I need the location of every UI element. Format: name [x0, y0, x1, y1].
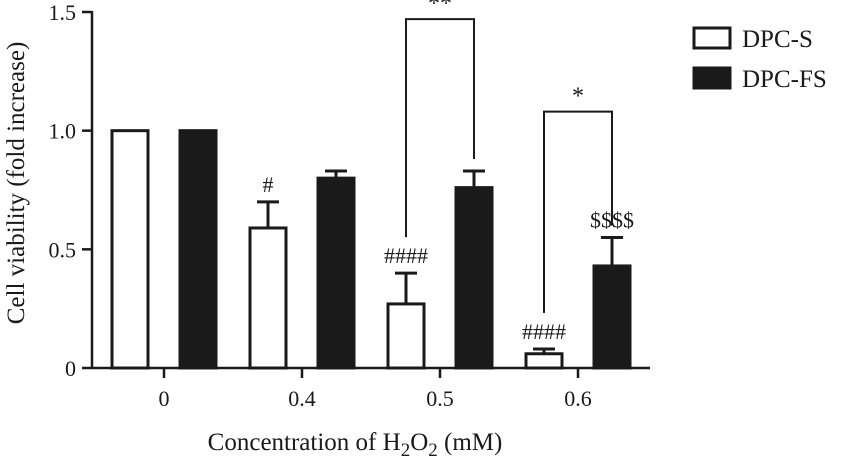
bar-dpc-fs — [454, 186, 494, 370]
x-tick-label: 0 — [159, 386, 170, 411]
significance-label: #### — [522, 319, 566, 344]
bars — [110, 129, 632, 370]
significance-label: #### — [384, 243, 428, 268]
y-axis: 0 0.5 1.0 1.5 — [49, 0, 94, 381]
y-tick-label: 0.5 — [49, 237, 77, 262]
x-tick-label: 0.6 — [564, 386, 592, 411]
bar-dpc-fs — [316, 176, 356, 370]
legend-label-dpc-fs: DPC-FS — [742, 66, 827, 93]
comparison-label: ** — [428, 0, 452, 17]
y-tick-label: 1.0 — [49, 119, 77, 144]
y-tick-label: 1.5 — [49, 0, 77, 25]
comparison-bracket — [405, 18, 475, 238]
x-axis-label: Concentration of H2O2 (mM) — [208, 429, 503, 458]
significance-annotations: #########$$$$*** — [263, 0, 635, 344]
bar-dpc-fs — [592, 264, 632, 370]
bar-dpc-s — [386, 302, 426, 370]
comparison-bracket — [543, 110, 613, 314]
significance-label: # — [263, 172, 274, 197]
y-axis-label: Cell viability (fold increase) — [3, 42, 30, 325]
legend-swatch-dpc-fs — [692, 66, 732, 90]
bar-dpc-s — [248, 226, 288, 370]
bar-dpc-fs — [178, 129, 218, 370]
bar-dpc-s — [524, 352, 564, 370]
x-tick-label: 0.4 — [288, 386, 316, 411]
legend-label-dpc-s: DPC-S — [742, 26, 813, 53]
comparison-label: * — [572, 84, 584, 110]
x-tick-label: 0.5 — [426, 386, 454, 411]
x-axis: 0 0.4 0.5 0.6 — [92, 366, 650, 411]
legend-swatch-dpc-s — [692, 26, 732, 50]
legend: DPC-S DPC-FS — [692, 26, 827, 93]
bar-dpc-s — [110, 129, 150, 370]
y-tick-label: 0 — [65, 356, 76, 381]
